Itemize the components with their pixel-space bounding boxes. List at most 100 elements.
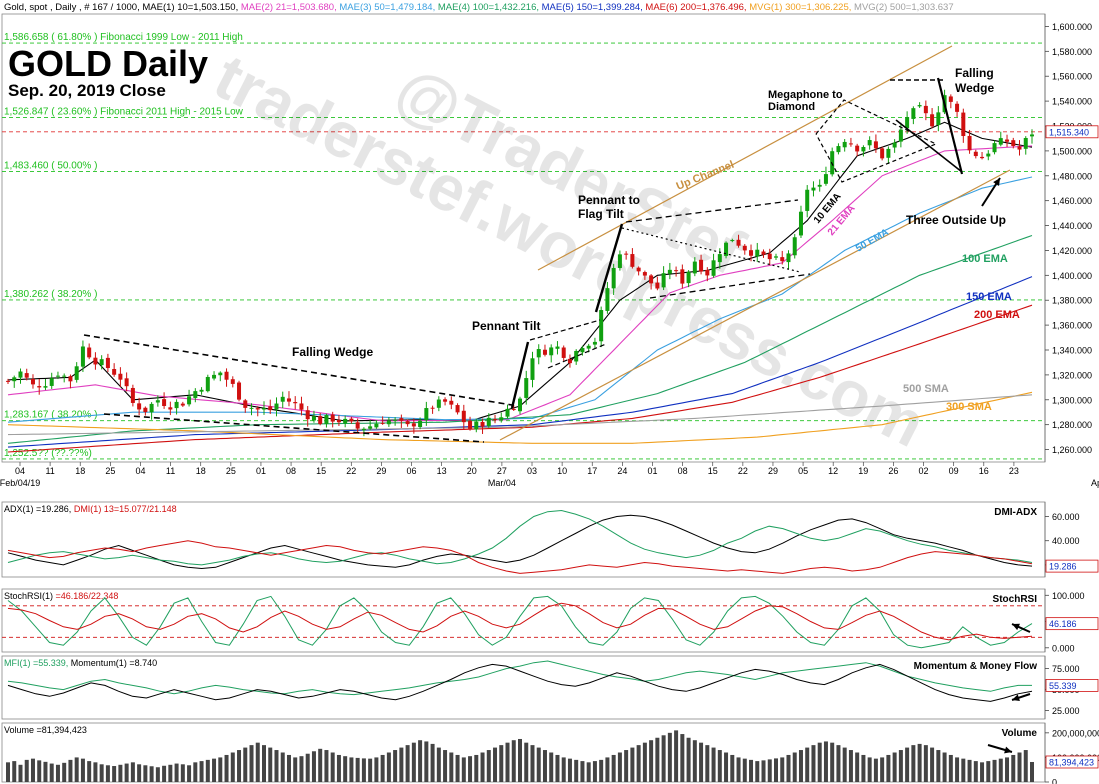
price-ytick-label: 1,600.000 [1052, 22, 1092, 32]
adx-label: DMI-ADX [994, 507, 1037, 518]
price-ytick-label: 1,260.000 [1052, 445, 1092, 455]
volume-bar [642, 742, 647, 782]
candle-body [1011, 140, 1016, 146]
candle-body [592, 341, 597, 345]
volume-bar [143, 765, 148, 782]
volume-bar [280, 752, 285, 782]
volume-bar [411, 742, 416, 782]
volume-header: Volume =81,394,423 [4, 725, 87, 735]
volume-bar [193, 762, 198, 782]
header-ma-6: MAE(6) 200=1,376.496, [643, 2, 747, 13]
candle-body [249, 407, 254, 409]
price-ytick-label: 1,320.000 [1052, 370, 1092, 380]
candle-body [855, 145, 860, 152]
volume-bar [936, 750, 941, 782]
candle-body [686, 271, 691, 284]
volume-bar [923, 745, 928, 782]
candle-body [418, 420, 423, 427]
candle-body [405, 421, 410, 425]
candle-body [898, 129, 903, 142]
volume-bar [318, 748, 323, 782]
candle-body [917, 105, 922, 107]
x-tick-label: 17 [587, 466, 597, 476]
candle-body [930, 114, 935, 127]
x-tick-label: 01 [256, 466, 266, 476]
candle-body [636, 267, 641, 272]
candle-body [37, 386, 42, 388]
candle-body [62, 375, 67, 377]
candle-body [430, 407, 435, 409]
candle-body [780, 257, 785, 262]
candle-body [1005, 139, 1010, 142]
volume-bar [336, 754, 341, 782]
volume-header-part: Volume [4, 725, 34, 735]
price-frame [1, 13, 1046, 463]
mfi-series-momentum [7, 663, 1033, 702]
candle-body [873, 141, 878, 149]
candle-body [792, 237, 797, 256]
mfi-header-part: =55.339, [31, 658, 69, 668]
wedge-r-side [936, 77, 964, 175]
x-tick-label: 22 [346, 466, 356, 476]
volume-bar [686, 737, 691, 782]
candle-body [749, 250, 754, 256]
adx-series-adx [7, 514, 1033, 570]
candle-body [255, 408, 260, 410]
ma-line-21-ema [7, 145, 1033, 422]
x-tick-label: 01 [647, 466, 657, 476]
candle-body [992, 143, 997, 153]
x-tick-label: 10 [557, 466, 567, 476]
volume-bar [174, 763, 179, 782]
volume-bar [330, 752, 335, 782]
volume-arrow-head [1004, 746, 1012, 754]
x-tick-label: 16 [979, 466, 989, 476]
ma-line-300-sma [7, 391, 1033, 444]
volume-bar [224, 754, 229, 782]
price-ytick-label: 1,400.000 [1052, 271, 1092, 281]
volume-bar [6, 762, 10, 782]
mfi-header-part: Momentum(1) [68, 658, 127, 668]
candle-body [137, 403, 142, 410]
candle-body [93, 357, 98, 365]
adx-ytick-label: 40.000 [1052, 536, 1080, 546]
volume-bar [237, 750, 242, 782]
volume-bar [355, 757, 360, 782]
candle-body [374, 423, 379, 428]
annotation-150ema: 150 EMA [966, 291, 1012, 303]
volume-bar [105, 765, 110, 782]
candle-body [986, 153, 991, 157]
adx-last-box [1045, 559, 1099, 573]
candle-body [730, 240, 735, 242]
volume-bar [393, 750, 398, 782]
x-tick-label: 04 [15, 466, 25, 476]
candle-body [555, 346, 560, 349]
volume-bar [1011, 754, 1016, 782]
x-tick-label: 25 [226, 466, 236, 476]
candle-body [424, 408, 429, 421]
mfi-ytick-label: 25.000 [1052, 706, 1080, 716]
x-tick-label: 15 [316, 466, 326, 476]
last-price-box [1045, 125, 1099, 139]
adx-header: ADX(1) =19.286, DMI(1) 13=15.077/21.148 [4, 504, 177, 514]
volume-bar [187, 765, 192, 782]
candle-body [861, 147, 866, 152]
candle-body [1017, 146, 1022, 150]
volume-bar [137, 764, 142, 782]
volume-bar [811, 745, 816, 782]
candle-body [886, 148, 891, 158]
up-channel-upper [537, 45, 953, 271]
candle-body [948, 96, 953, 102]
volume-bar [599, 759, 604, 782]
volume-bar [418, 740, 423, 782]
volume-bar [262, 745, 266, 782]
ma-line-50-ema [7, 176, 1033, 423]
candle-body [699, 259, 704, 272]
candle-body [848, 143, 853, 145]
volume-bar [436, 747, 441, 782]
candle-body [399, 418, 404, 421]
price-ytick-label: 1,560.000 [1052, 72, 1092, 82]
x-tick-label: 19 [858, 466, 868, 476]
